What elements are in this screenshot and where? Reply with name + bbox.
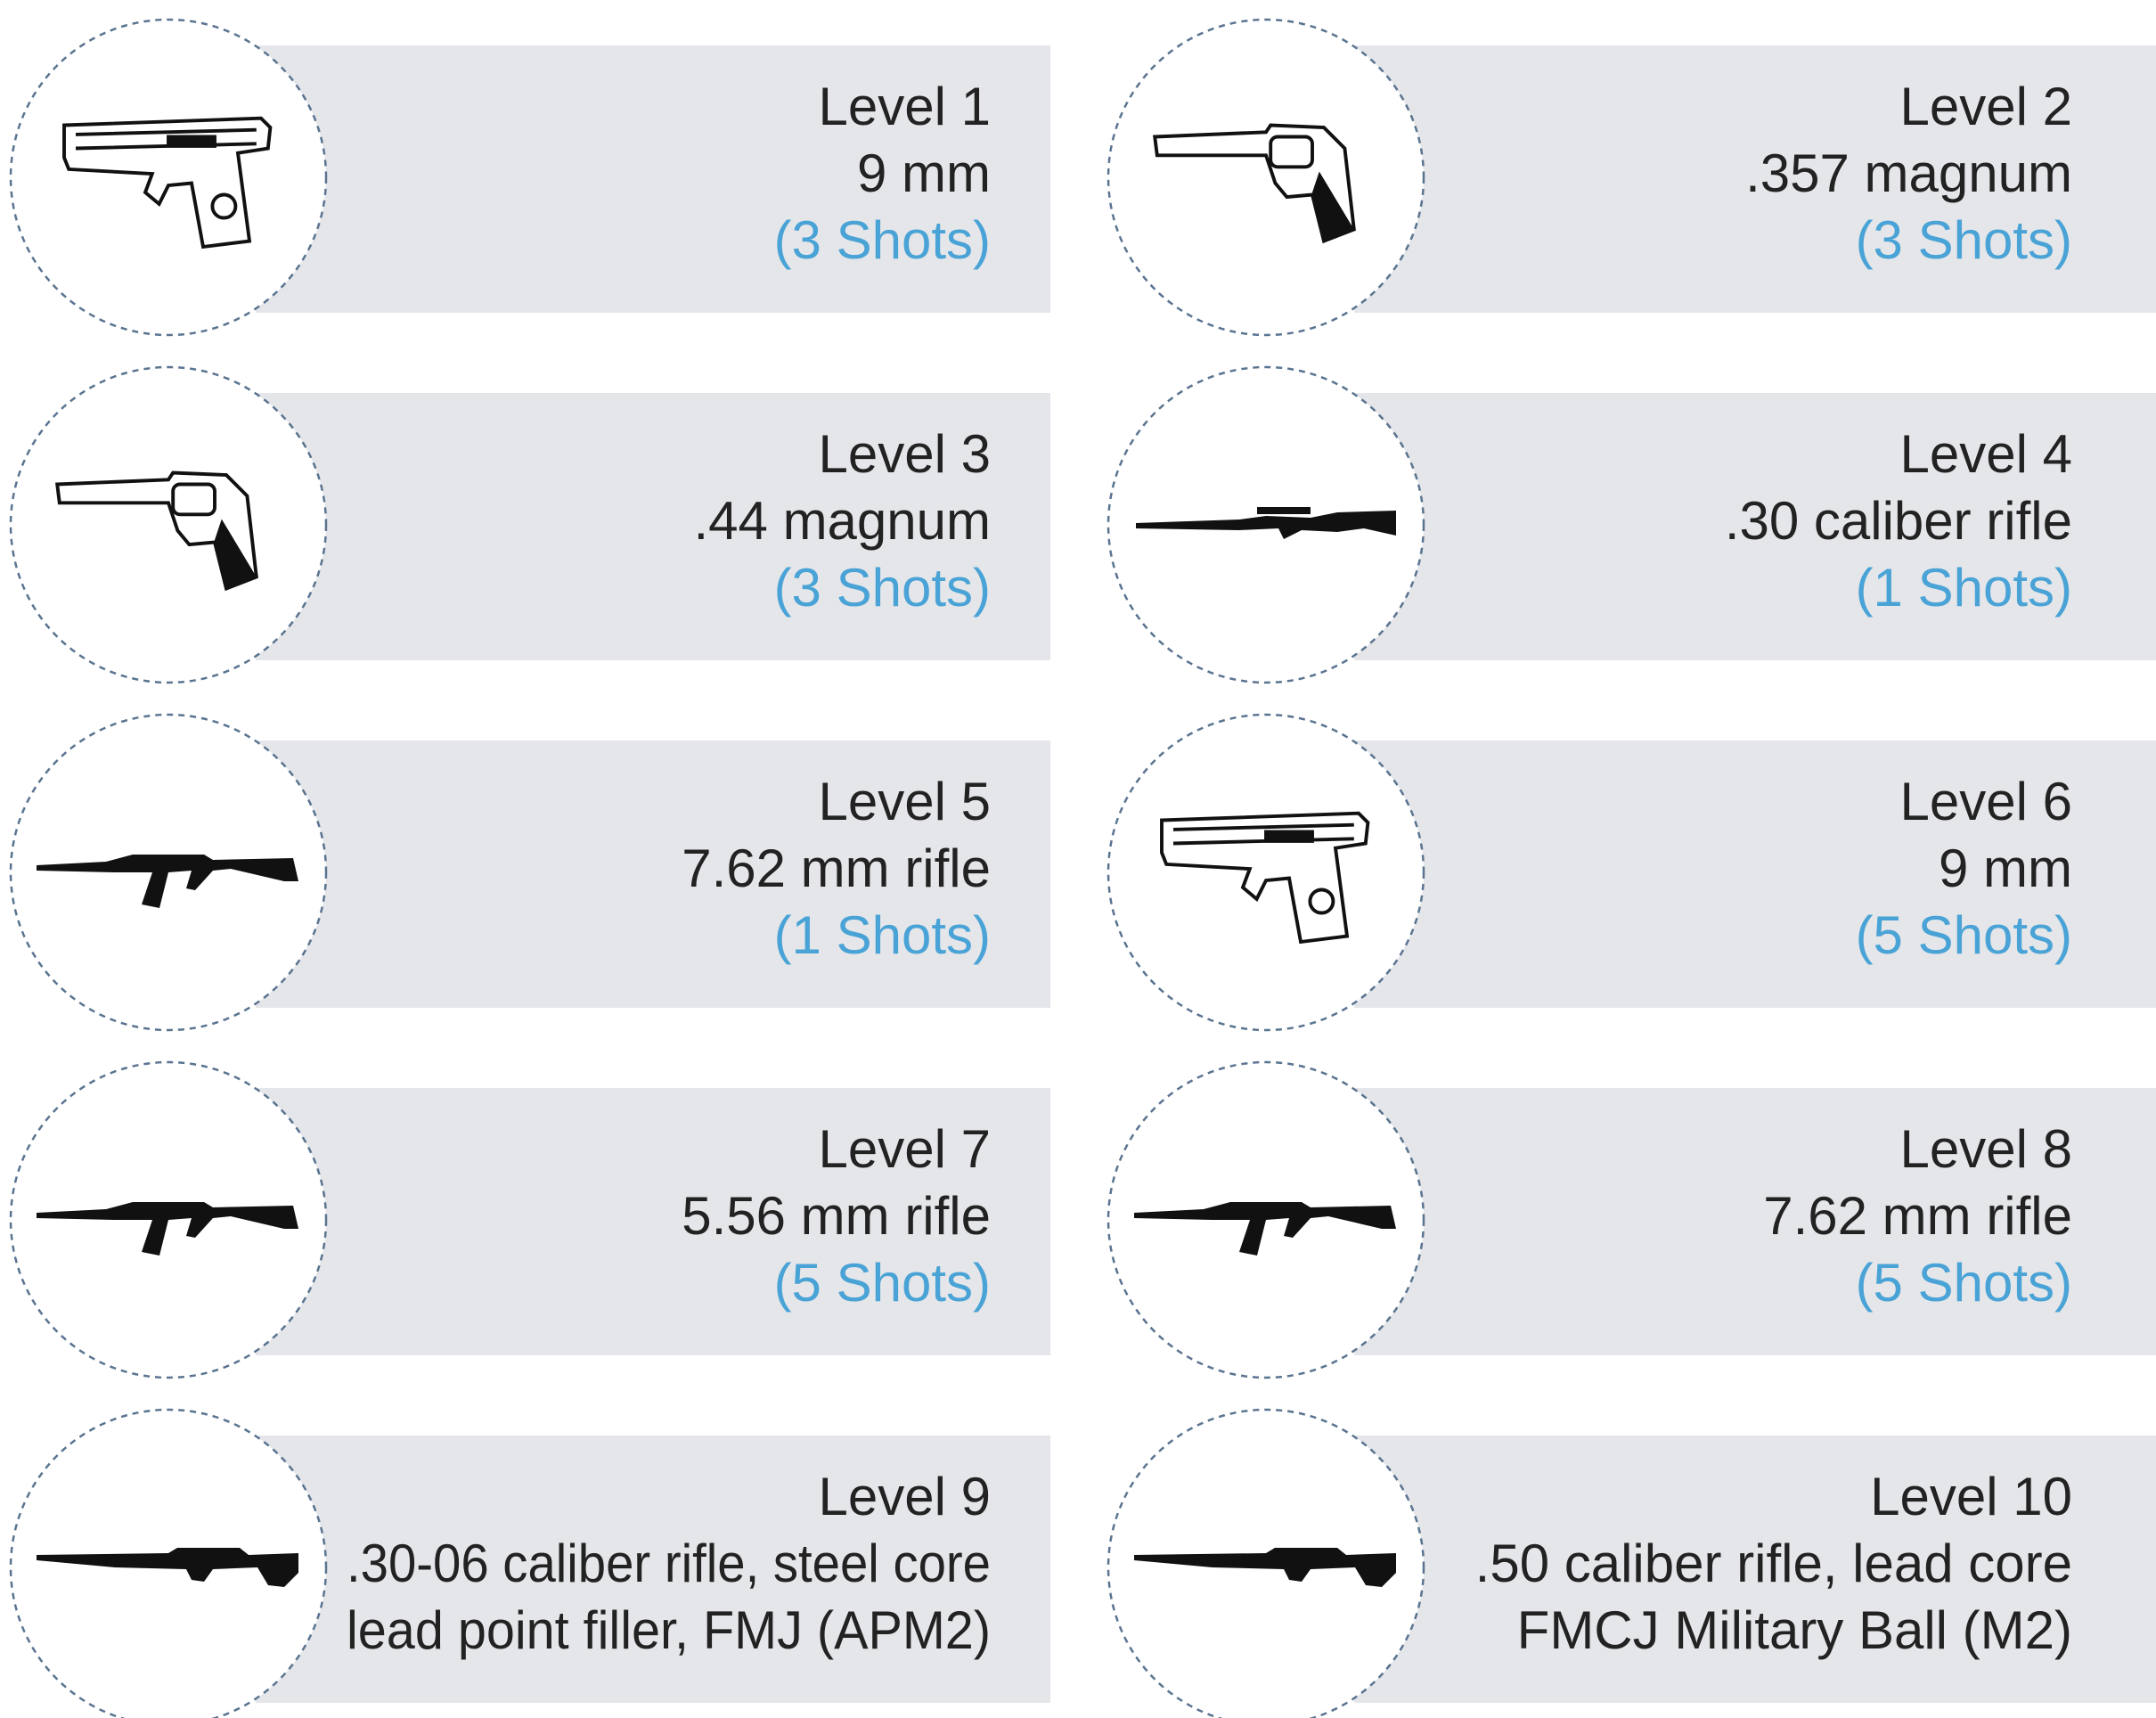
- caliber-text: 7.62 mm rifle: [682, 839, 991, 898]
- caliber-text: 9 mm: [1939, 839, 2072, 898]
- level-title: Level 2: [1900, 77, 2072, 136]
- caliber-text: .44 magnum: [693, 491, 991, 551]
- shots-text: (1 Shots): [774, 905, 991, 965]
- card: Level 5 7.62 mm rifle (1 Shots): [11, 715, 1050, 1030]
- shots-text: (1 Shots): [1856, 558, 2072, 618]
- card: Level 8 7.62 mm rifle (5 Shots): [1108, 1062, 2156, 1378]
- caliber-text: lead point filler, FMJ (APM2): [347, 1600, 991, 1660]
- shots-text: (5 Shots): [774, 1253, 991, 1313]
- card: Level 3 .44 magnum (3 Shots): [11, 367, 1050, 683]
- page: Level 1 9 mm (3 Shots) Level 2 .357 magnum (3…: [0, 0, 2156, 1718]
- card: Level 2 .357 magnum (3 Shots): [1108, 20, 2156, 335]
- level-title: Level 3: [819, 424, 991, 484]
- caliber-text: .50 caliber rifle, lead core: [1475, 1534, 2072, 1593]
- caliber-text: .357 magnum: [1745, 143, 2072, 203]
- caliber-text: 5.56 mm rifle: [682, 1186, 991, 1246]
- shots-text: (3 Shots): [1856, 210, 2072, 270]
- level-title: Level 6: [1900, 772, 2072, 831]
- level-title: Level 1: [819, 77, 991, 136]
- icon-circle: [11, 367, 326, 683]
- shots-text: (3 Shots): [774, 210, 991, 270]
- icon-circle: [1108, 20, 1424, 335]
- level-title: Level 8: [1900, 1119, 2072, 1179]
- card: Level 7 5.56 mm rifle (5 Shots): [11, 1062, 1050, 1378]
- card: Level 6 9 mm (5 Shots): [1108, 715, 2156, 1030]
- caliber-text: 7.62 mm rifle: [1763, 1186, 2072, 1246]
- shots-text: (5 Shots): [1856, 905, 2072, 965]
- caliber-text: 9 mm: [857, 143, 991, 203]
- caliber-text: .30-06 caliber rifle, steel core: [347, 1534, 991, 1593]
- caliber-text: FMCJ Military Ball (M2): [1517, 1600, 2072, 1660]
- card: Level 10 .50 caliber rifle, lead core FMCJ…: [1108, 1410, 2156, 1718]
- level-title: Level 9: [819, 1467, 991, 1526]
- level-title: Level 10: [1870, 1467, 2072, 1526]
- level-title: Level 7: [819, 1119, 991, 1179]
- shots-text: (3 Shots): [774, 558, 991, 618]
- caliber-text: .30 caliber rifle: [1725, 491, 2072, 551]
- level-title: Level 5: [819, 772, 991, 831]
- level-title: Level 4: [1900, 424, 2072, 484]
- shots-text: (5 Shots): [1856, 1253, 2072, 1313]
- card: Level 4 .30 caliber rifle (1 Shots): [1108, 367, 2156, 683]
- card: Level 1 9 mm (3 Shots): [11, 20, 1050, 335]
- card: Level 9 .30-06 caliber rifle, steel core l…: [11, 1410, 1050, 1718]
